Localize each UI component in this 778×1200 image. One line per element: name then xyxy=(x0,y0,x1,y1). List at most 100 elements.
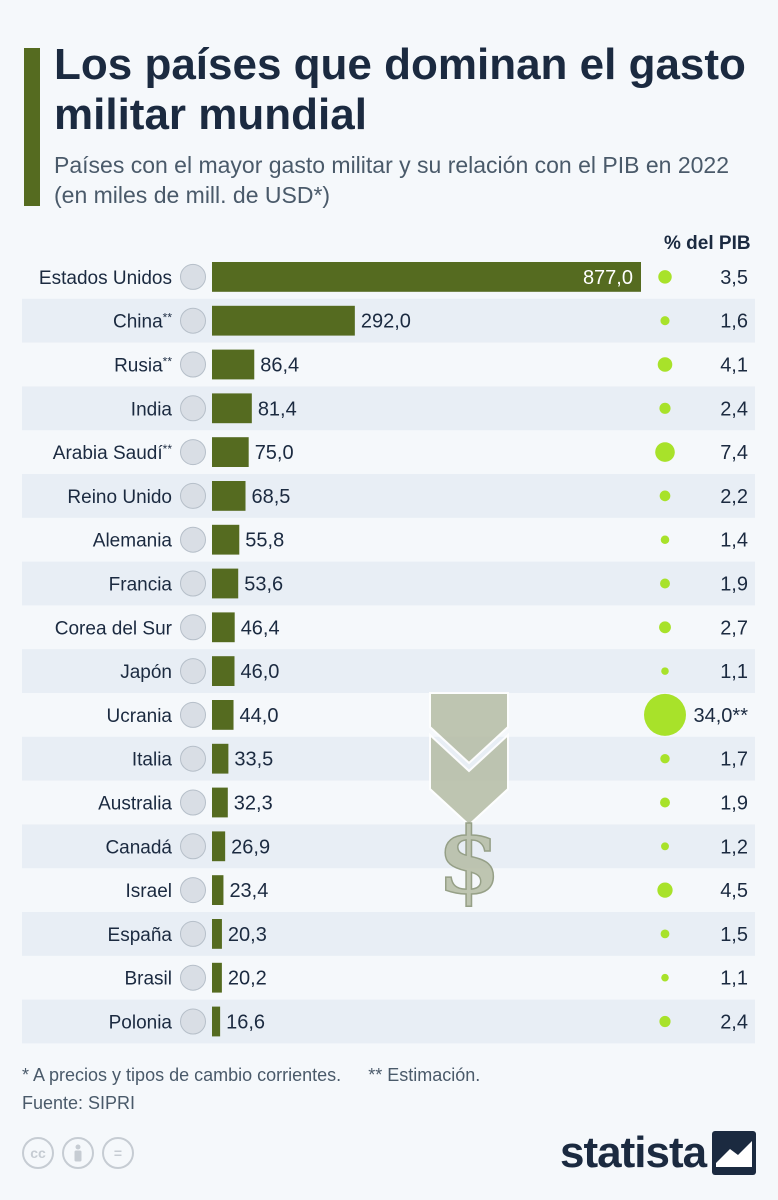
spending-value-label: 46,4 xyxy=(241,617,280,639)
flag-icon xyxy=(180,877,206,904)
country-label: Brasil xyxy=(124,969,172,990)
pib-value-label: 7,4 xyxy=(720,442,748,464)
pib-value-label: 1,4 xyxy=(720,530,748,552)
no-derivatives-icon[interactable]: = xyxy=(102,1137,134,1169)
pib-bubble xyxy=(657,882,673,898)
country-label: Arabia Saudí** xyxy=(53,442,173,464)
page-title: Los países que dominan el gasto militar … xyxy=(54,40,746,139)
country-label: Australia xyxy=(98,794,172,815)
flag-icon xyxy=(180,964,206,991)
country-label: Reino Unido xyxy=(67,487,172,508)
pib-bubble xyxy=(659,1015,671,1028)
attribution-icon[interactable] xyxy=(62,1137,94,1169)
country-label: Rusia** xyxy=(114,355,172,377)
dollar-icon: $ xyxy=(437,807,501,915)
flag-icon xyxy=(180,307,206,334)
spending-bar xyxy=(212,393,252,424)
pib-bubble xyxy=(660,578,670,589)
pib-bubble xyxy=(660,535,670,544)
country-label: Estados Unidos xyxy=(39,268,172,289)
spending-bar xyxy=(212,962,222,993)
pib-bubble xyxy=(659,621,671,634)
pib-value-label: 2,4 xyxy=(720,398,748,420)
pib-value-label: 1,9 xyxy=(720,574,748,596)
footnote-estimate: ** Estimación. xyxy=(368,1065,481,1085)
flag-icon xyxy=(180,745,206,772)
row-background xyxy=(22,736,755,781)
country-label: Japón xyxy=(120,662,172,683)
pib-value-label: 2,7 xyxy=(720,617,748,639)
chevron-icon xyxy=(429,732,509,827)
spending-value-label: 46,0 xyxy=(241,661,280,683)
pib-value-label: 2,4 xyxy=(720,1012,748,1034)
spending-value-label: 44,0 xyxy=(240,705,279,727)
row-background xyxy=(22,474,755,518)
spending-bar xyxy=(212,305,355,336)
spending-bar xyxy=(212,262,641,292)
pib-bubble xyxy=(659,490,671,502)
pib-value-label: 1,6 xyxy=(720,311,748,333)
pib-column-header: % del PIB xyxy=(664,233,751,254)
row-background xyxy=(22,561,755,606)
spending-bar xyxy=(212,481,246,511)
flag-icon xyxy=(180,1008,206,1035)
pib-bubble xyxy=(655,442,675,462)
logo-text: statista xyxy=(560,1128,707,1177)
pib-value-label: 34,0** xyxy=(694,705,749,727)
spending-value-label: 86,4 xyxy=(260,355,299,377)
flag-icon xyxy=(180,614,206,641)
statista-logo[interactable]: statista xyxy=(560,1128,757,1178)
country-label: Corea del Sur xyxy=(55,618,173,639)
pib-value-label: 1,1 xyxy=(720,661,748,683)
spending-value-label: 32,3 xyxy=(234,793,273,815)
spending-value-label: 75,0 xyxy=(255,442,294,464)
license-icons: cc = xyxy=(22,1137,134,1169)
flag-icon xyxy=(180,658,206,685)
flag-icon xyxy=(180,920,206,947)
pib-bubble xyxy=(660,929,670,939)
flag-icon xyxy=(180,570,206,597)
country-label: India xyxy=(131,399,173,420)
spending-bar xyxy=(212,656,235,686)
row-background xyxy=(22,386,755,431)
pib-value-label: 1,9 xyxy=(720,793,748,815)
spending-bar xyxy=(212,568,239,599)
flag-icon xyxy=(180,395,206,422)
spending-bar xyxy=(212,349,255,380)
spending-value-label: 81,4 xyxy=(258,398,297,420)
source-label: Fuente: SIPRI xyxy=(22,1093,136,1113)
flag-icon xyxy=(180,351,206,378)
cc-icon[interactable]: cc xyxy=(22,1137,54,1169)
flag-icon xyxy=(180,701,206,728)
country-label: Polonia xyxy=(109,1013,173,1034)
row-background xyxy=(22,999,755,1044)
pib-bubble xyxy=(660,754,670,764)
chevron-icon xyxy=(429,692,509,765)
pib-bubble xyxy=(658,270,672,284)
spending-bar xyxy=(212,831,226,862)
flag-icon xyxy=(180,439,206,466)
flag-icon xyxy=(180,526,206,553)
row-background xyxy=(22,912,755,956)
pib-value-label: 4,5 xyxy=(720,880,748,902)
spending-value-label: 20,2 xyxy=(228,968,267,990)
country-label: Canadá xyxy=(105,837,172,858)
pib-bubble xyxy=(660,797,670,808)
flag-icon xyxy=(180,482,206,509)
spending-value-label: 33,5 xyxy=(234,749,273,771)
spending-bar xyxy=(212,787,228,818)
spending-value-label: 292,0 xyxy=(361,311,411,333)
pib-bubble xyxy=(657,357,673,372)
pib-bubble xyxy=(660,316,670,326)
pib-value-label: 2,2 xyxy=(720,486,748,508)
spending-value-label: 68,5 xyxy=(252,486,291,508)
spending-bar xyxy=(212,919,222,949)
footnote-prices: * A precios y tipos de cambio corrientes… xyxy=(22,1065,342,1085)
page-subtitle: Países con el mayor gasto militar y su r… xyxy=(54,152,730,208)
flag-icon xyxy=(180,789,206,816)
pib-value-label: 1,5 xyxy=(720,924,748,946)
footnotes: * A precios y tipos de cambio corrientes… xyxy=(22,1065,480,1086)
spending-bar xyxy=(212,1006,221,1037)
pib-bubble xyxy=(661,842,669,851)
pib-bubble xyxy=(659,402,671,414)
